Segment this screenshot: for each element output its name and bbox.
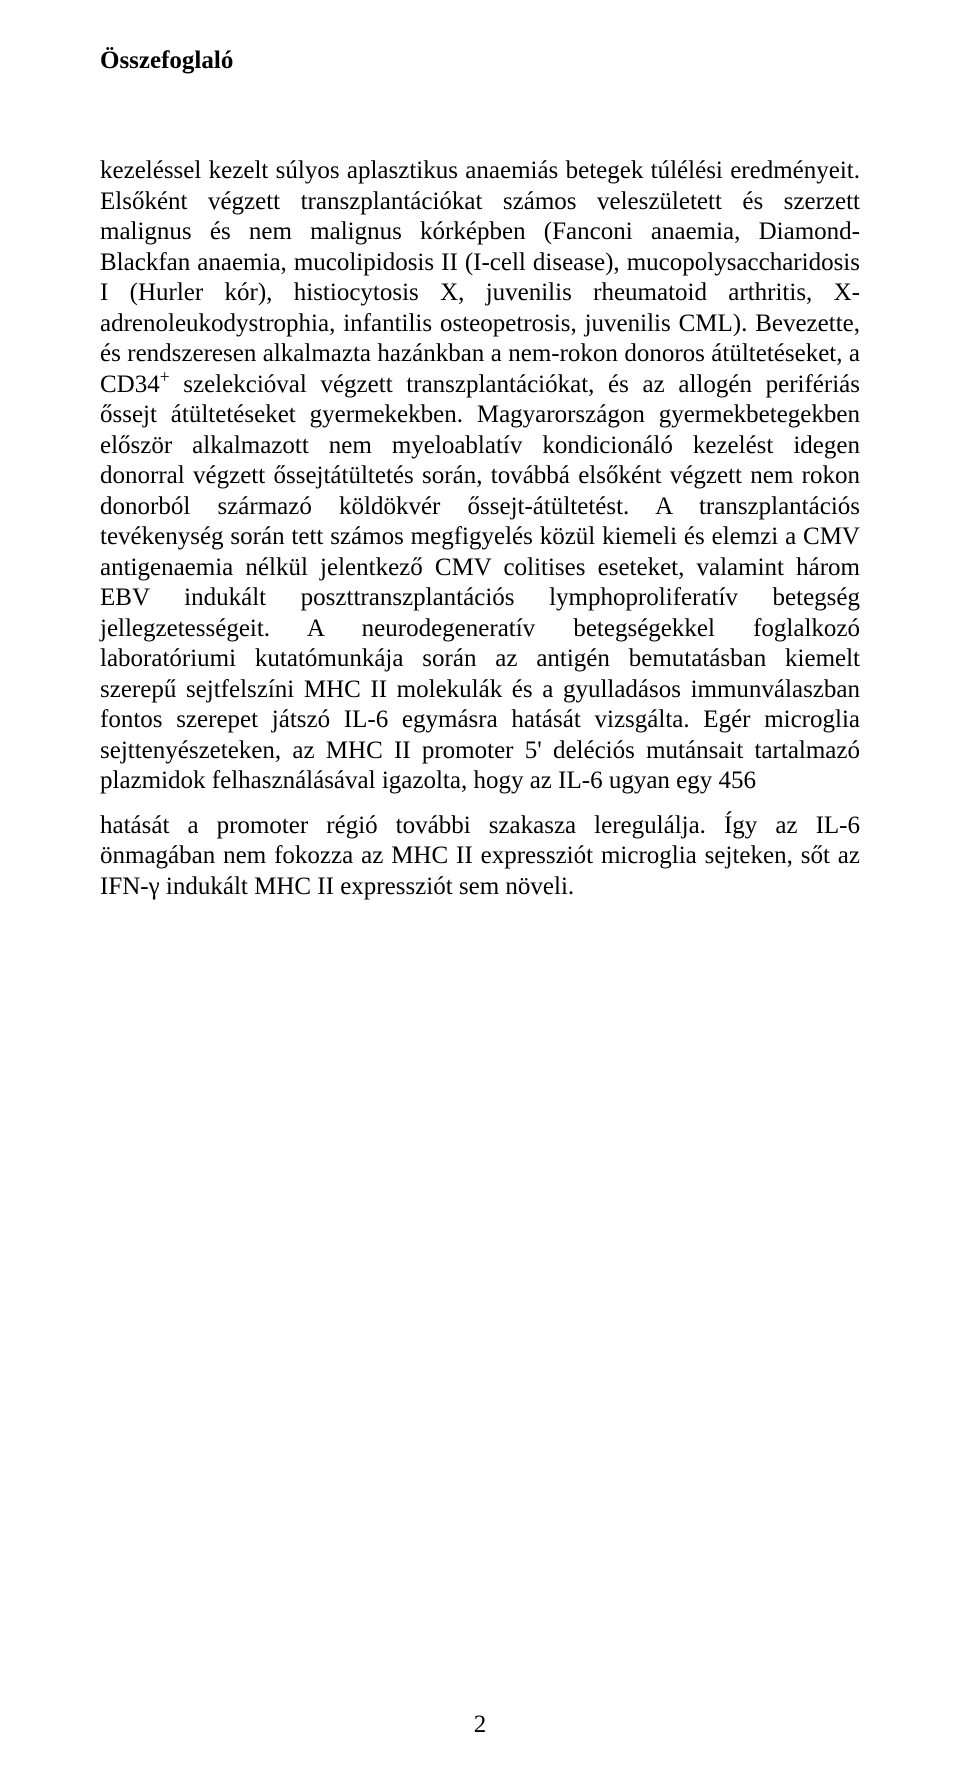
document-page: Összefoglaló kezeléssel kezelt súlyos ap… — [0, 0, 960, 1791]
body-paragraph-2: hatását a promoter régió további szakasz… — [100, 811, 860, 903]
paragraph-part2: szelekcióval végzett transzplantációkat,… — [100, 371, 866, 795]
cd34-superscript: + — [160, 366, 170, 386]
page-number: 2 — [0, 1711, 960, 1739]
body-paragraph-1: kezeléssel kezelt súlyos aplasztikus ana… — [100, 156, 860, 797]
paragraph-part1: kezeléssel kezelt súlyos aplasztikus ana… — [100, 157, 866, 398]
paragraph-gap — [100, 797, 860, 811]
section-heading: Összefoglaló — [100, 46, 860, 76]
